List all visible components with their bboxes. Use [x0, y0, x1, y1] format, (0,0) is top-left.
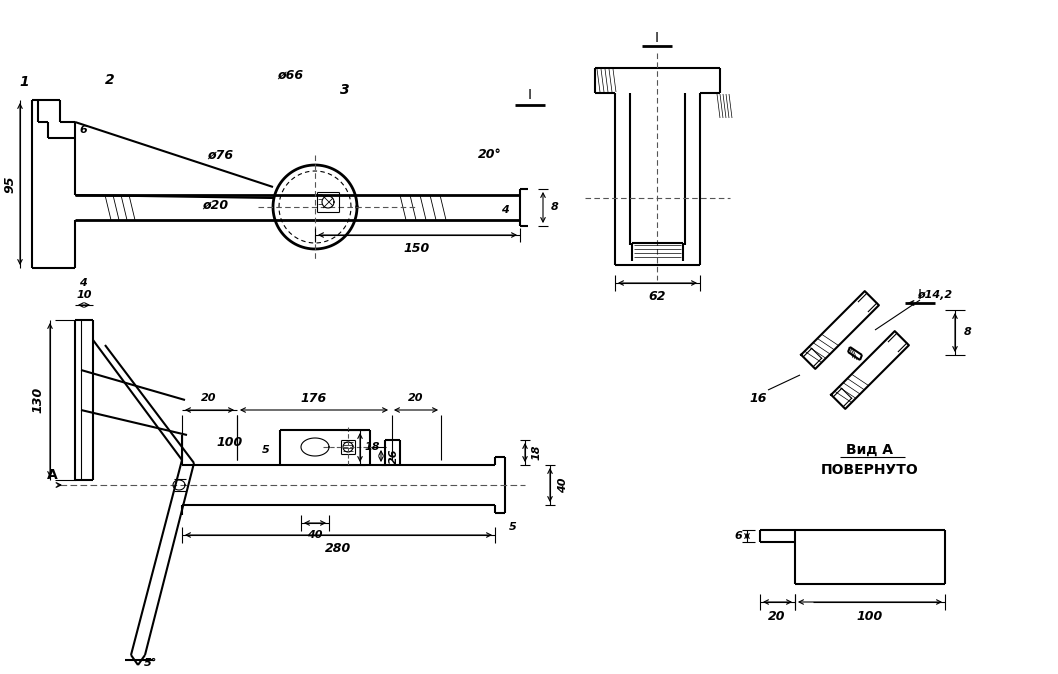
Text: ø14,2: ø14,2: [917, 290, 952, 300]
Text: 4: 4: [79, 278, 87, 288]
Text: ø66: ø66: [277, 69, 303, 82]
Text: 18: 18: [532, 444, 542, 460]
Text: I: I: [918, 288, 922, 302]
Text: 6: 6: [734, 531, 742, 541]
Text: 26: 26: [389, 448, 399, 464]
Text: 150: 150: [404, 241, 431, 255]
Text: I: I: [528, 88, 532, 102]
Text: 20: 20: [201, 393, 217, 403]
Text: 130: 130: [32, 387, 44, 413]
Text: 62: 62: [649, 290, 665, 303]
Text: 6: 6: [79, 125, 87, 135]
Text: 40: 40: [558, 477, 568, 493]
Text: 20: 20: [408, 393, 424, 403]
Text: 8: 8: [964, 327, 972, 337]
Text: 20: 20: [768, 609, 786, 623]
Text: 5°: 5°: [144, 658, 158, 668]
Text: Вид А: Вид А: [846, 443, 894, 457]
Text: 3: 3: [341, 83, 350, 97]
Text: 5: 5: [509, 522, 517, 532]
Text: 18: 18: [364, 442, 380, 452]
Text: 100: 100: [217, 437, 243, 450]
Text: 4: 4: [501, 205, 509, 215]
Text: I: I: [655, 31, 659, 45]
Text: 16: 16: [749, 392, 767, 404]
Text: 40: 40: [307, 530, 323, 540]
Text: 1: 1: [19, 75, 29, 89]
Text: ø76: ø76: [207, 148, 233, 162]
Text: 10: 10: [76, 290, 92, 300]
Text: 2: 2: [105, 73, 115, 87]
Text: 95: 95: [3, 175, 17, 193]
Text: 8: 8: [551, 202, 559, 212]
Text: 5: 5: [262, 445, 270, 455]
Text: A: A: [47, 468, 57, 482]
Text: 20°: 20°: [478, 148, 501, 162]
Text: 100: 100: [857, 609, 883, 623]
Text: 280: 280: [325, 543, 351, 555]
Text: ø20: ø20: [202, 199, 229, 212]
Text: 176: 176: [300, 392, 327, 404]
Text: ПОВЕРНУТО: ПОВЕРНУТО: [821, 463, 919, 477]
